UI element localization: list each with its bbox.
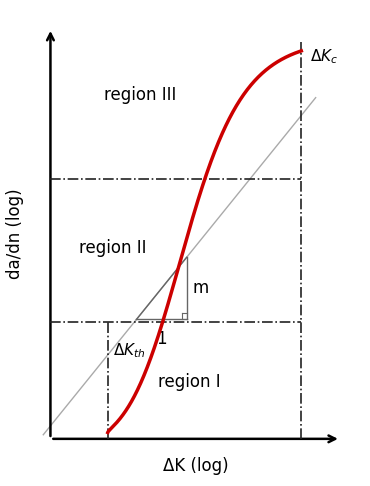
Text: $\Delta K_c$: $\Delta K_c$ [310,47,339,66]
Text: region II: region II [79,239,147,257]
Text: 1: 1 [156,330,167,348]
Text: ΔK (log): ΔK (log) [163,457,228,475]
Text: da/dn (log): da/dn (log) [6,188,24,279]
Text: $\Delta K_{th}$: $\Delta K_{th}$ [113,341,146,360]
Text: region I: region I [158,373,221,391]
Text: m: m [192,279,208,297]
Text: region III: region III [104,86,176,104]
